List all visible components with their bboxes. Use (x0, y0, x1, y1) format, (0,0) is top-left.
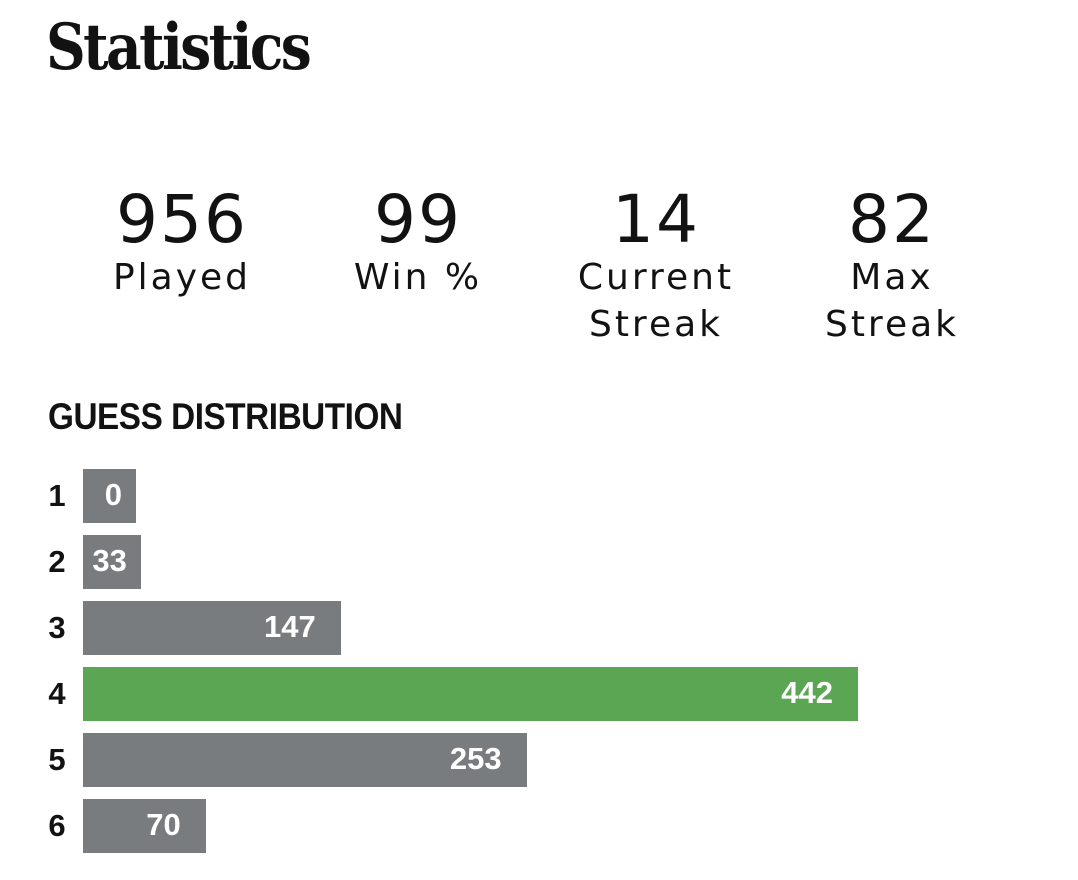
guess-number: 4 (48, 676, 66, 711)
guess-bar: 33 (83, 535, 141, 589)
guess-count: 253 (449, 741, 502, 776)
guess-row-5: 5 253 (44, 733, 1044, 787)
guess-count: 147 (264, 609, 316, 644)
guess-count: 70 (146, 807, 181, 842)
stat-value: 99 (374, 181, 462, 258)
stat-played: 956 Played (72, 180, 292, 301)
stat-label: Played (72, 254, 292, 301)
stat-win-percent: 99 Win % (308, 180, 528, 301)
guess-number: 6 (48, 808, 66, 843)
stat-max-streak: 82 Max Streak (782, 180, 1002, 348)
guess-number: 1 (48, 478, 66, 513)
stat-label-line: Streak (824, 304, 960, 345)
guess-count: 33 (92, 543, 127, 578)
guess-row-4: 4 442 (44, 667, 1044, 721)
guess-count: 442 (781, 675, 833, 710)
stat-label: Current Streak (546, 254, 766, 348)
stat-value: 956 (116, 181, 248, 258)
stat-label-line: Max (850, 257, 934, 298)
guess-distribution-title: GUESS DISTRIBUTION (48, 396, 403, 437)
stat-value: 14 (612, 181, 700, 258)
guess-bar: 70 (83, 799, 206, 853)
stat-label-line: Win % (353, 257, 483, 298)
guess-row-6: 6 70 (44, 799, 1044, 853)
guess-row-2: 2 33 (44, 535, 1044, 589)
guess-number: 2 (48, 544, 66, 579)
page-title: Statistics (46, 10, 312, 85)
stat-label: Max Streak (782, 254, 1002, 348)
stat-label-line: Current (577, 257, 735, 298)
stats-container: 956 Played 99 Win % 14 Current Streak 82… (0, 180, 1078, 380)
guess-bar: 442 (83, 667, 858, 721)
guess-number: 5 (48, 742, 66, 777)
stat-label: Win % (308, 254, 528, 301)
stat-value: 82 (848, 181, 936, 258)
stat-current-streak: 14 Current Streak (546, 180, 766, 348)
stat-label-line: Streak (588, 304, 724, 345)
guess-row-3: 3 147 (44, 601, 1044, 655)
guess-bar: 0 (83, 469, 136, 523)
guess-bar: 147 (83, 601, 341, 655)
guess-count: 0 (104, 477, 122, 512)
guess-number: 3 (48, 610, 66, 645)
stat-label-line: Played (112, 257, 252, 298)
guess-bar: 253 (83, 733, 527, 787)
